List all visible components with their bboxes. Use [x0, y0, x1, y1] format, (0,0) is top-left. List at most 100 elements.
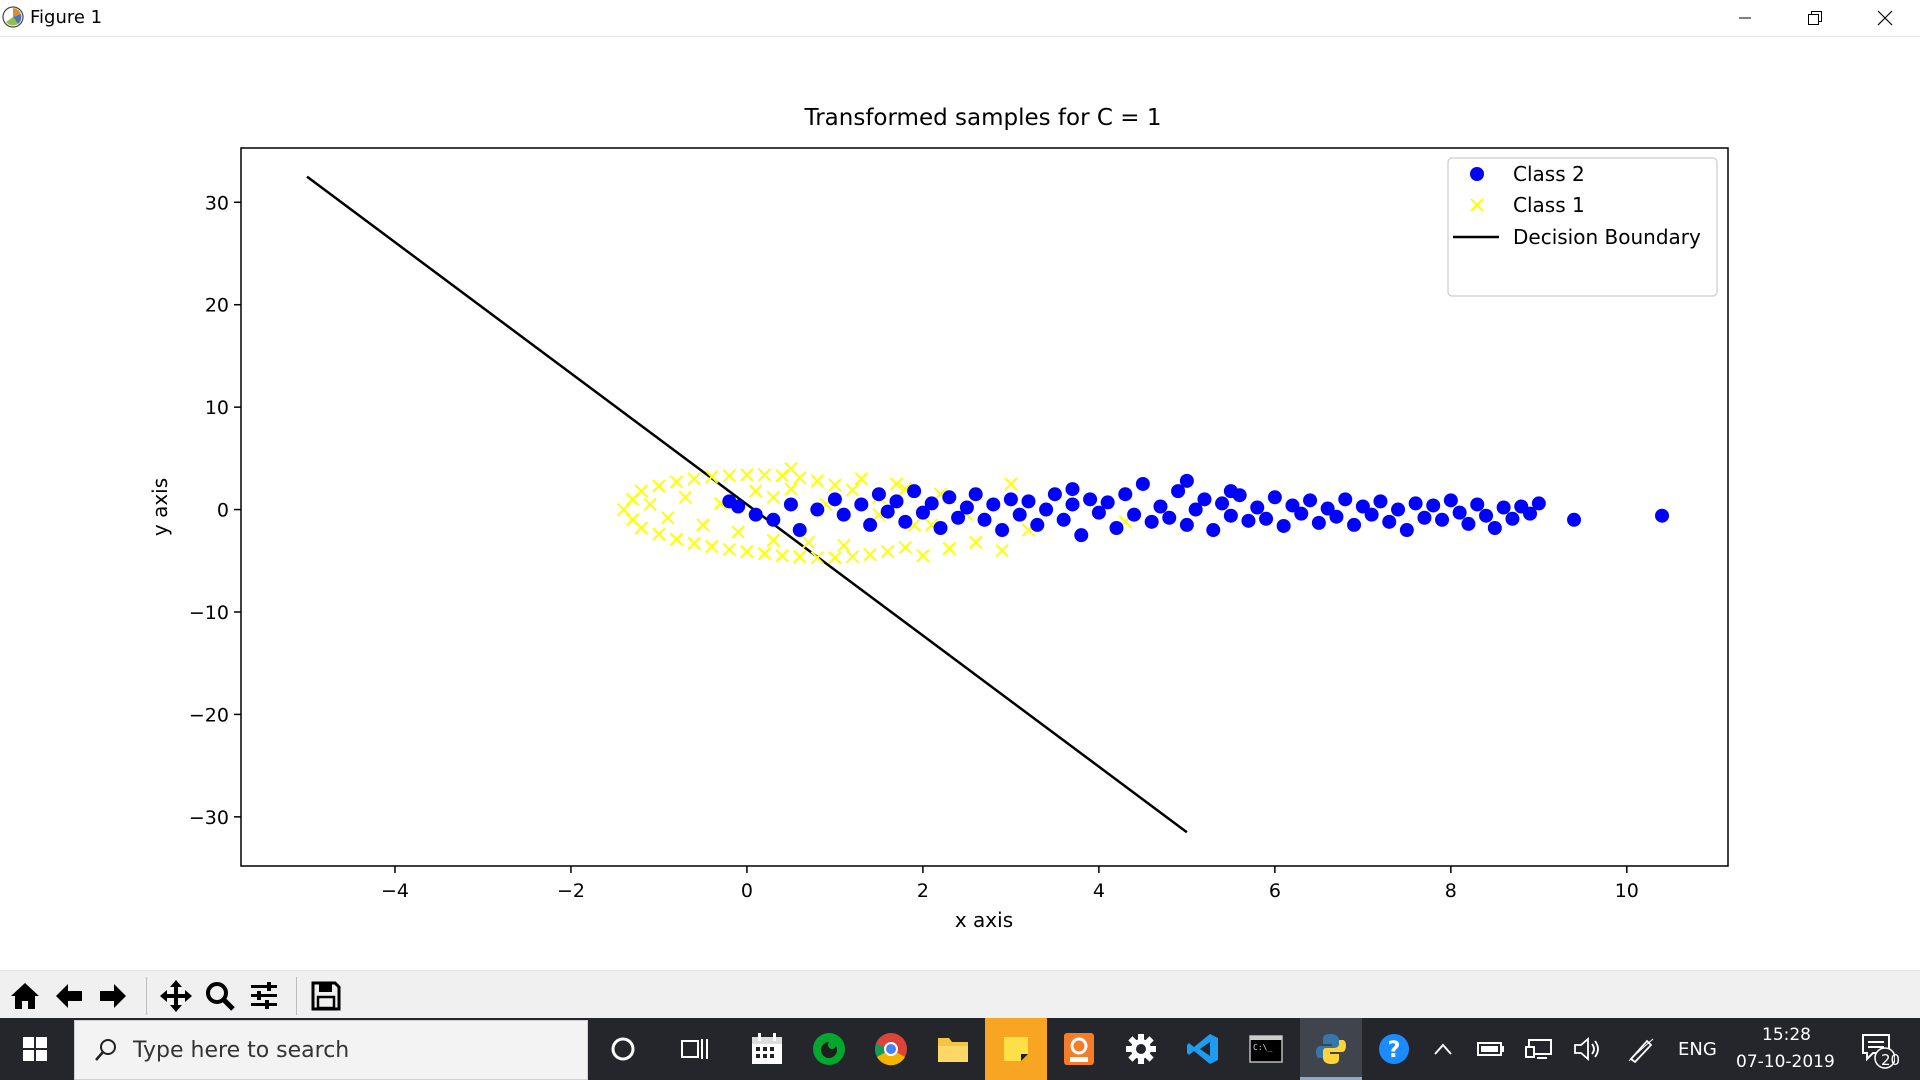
- pen-workspace-button[interactable]: [1616, 1018, 1666, 1080]
- decision-boundary-line: [306, 175, 1188, 834]
- class1-point: [898, 540, 913, 555]
- save-button[interactable]: [307, 977, 345, 1015]
- class2-point: [1311, 515, 1326, 530]
- class2-point: [1206, 523, 1221, 538]
- vscode-button[interactable]: [1173, 1018, 1233, 1080]
- class1-point: [810, 474, 825, 488]
- toolbar-separator: [296, 977, 297, 1015]
- class2-point: [986, 497, 1001, 512]
- class2-point: [1329, 509, 1344, 524]
- svg-text:?: ?: [1388, 1038, 1401, 1063]
- windows-logo-icon: [23, 1037, 47, 1061]
- python-icon: [1316, 1034, 1346, 1064]
- class2-point: [1523, 506, 1538, 521]
- pdf-app-button[interactable]: [1049, 1018, 1109, 1080]
- y-tick-label: 0: [217, 500, 229, 522]
- battery-icon: [1477, 1042, 1504, 1056]
- start-button[interactable]: [0, 1018, 70, 1080]
- class1-point: [916, 548, 930, 563]
- pdf-icon: [1064, 1033, 1094, 1065]
- chrome-button[interactable]: [861, 1018, 921, 1080]
- class2-point: [1171, 484, 1186, 499]
- class1-point: [942, 541, 957, 556]
- cortana-button[interactable]: [593, 1018, 653, 1080]
- class2-point: [1135, 476, 1150, 491]
- task-view-button[interactable]: [665, 1018, 725, 1080]
- class2-point: [1241, 513, 1256, 528]
- calendar-icon: [752, 1033, 782, 1064]
- class2-point: [1373, 494, 1388, 509]
- class2-point: [1179, 517, 1194, 532]
- class2-point: [1461, 516, 1476, 531]
- y-tick-label: 20: [205, 295, 229, 317]
- command-prompt-button[interactable]: C:\_: [1236, 1018, 1296, 1080]
- class1-point: [968, 535, 983, 550]
- class1-point: [837, 538, 851, 553]
- y-tick-label: −20: [189, 704, 229, 726]
- active-app-indicator: [1300, 1077, 1362, 1080]
- action-center-button[interactable]: 20: [1852, 1018, 1902, 1080]
- show-hidden-icons-button[interactable]: [1418, 1018, 1468, 1080]
- class2-point: [1109, 520, 1124, 535]
- toolbar-separator: [146, 977, 147, 1015]
- class1-point: [749, 484, 763, 498]
- forward-button[interactable]: [94, 977, 132, 1015]
- python-figure-button[interactable]: [1300, 1018, 1362, 1080]
- class2-point: [1215, 496, 1230, 511]
- minimize-button[interactable]: [1710, 0, 1780, 36]
- legend-marker-class1: [1470, 198, 1484, 212]
- class1-point: [810, 550, 825, 565]
- x-tick-label: −2: [557, 880, 585, 902]
- class2-point: [863, 517, 878, 532]
- class2-point: [1567, 512, 1582, 527]
- close-button[interactable]: [1850, 0, 1920, 36]
- calendar-app-button[interactable]: [737, 1018, 797, 1080]
- class2-point: [880, 504, 895, 519]
- battery-button[interactable]: [1466, 1018, 1516, 1080]
- x-tick-label: 8: [1445, 880, 1457, 902]
- help-button[interactable]: ?: [1364, 1018, 1424, 1080]
- clock[interactable]: 15:28 07-10-2019: [1736, 1018, 1842, 1080]
- class2-point: [827, 492, 842, 507]
- class1-point: [766, 533, 781, 547]
- pen-icon: [1628, 1038, 1654, 1063]
- file-explorer-button[interactable]: [923, 1018, 983, 1080]
- class2-point: [1355, 499, 1370, 514]
- cortana-icon: [611, 1037, 635, 1061]
- back-icon: [56, 984, 82, 1008]
- class1-point: [828, 478, 842, 492]
- window-title: Figure 1: [30, 7, 103, 28]
- network-icon: [1525, 1039, 1552, 1059]
- class2-point: [1039, 502, 1054, 517]
- class2-point: [1267, 490, 1282, 505]
- legend-marker-class2: [1470, 167, 1484, 181]
- taskbar-search-box[interactable]: Type here to search: [74, 1020, 588, 1080]
- zoom-button[interactable]: [201, 977, 239, 1015]
- back-button[interactable]: [50, 977, 88, 1015]
- restore-button[interactable]: [1780, 0, 1850, 36]
- configure-subplots-button[interactable]: [245, 977, 283, 1015]
- class1-point: [740, 544, 754, 559]
- volume-button[interactable]: [1562, 1018, 1612, 1080]
- class1-point: [845, 549, 860, 564]
- sticky-note-icon: [1004, 1037, 1028, 1061]
- class1-point: [643, 497, 657, 512]
- task-view-icon: [681, 1039, 708, 1059]
- chrome-icon: [875, 1033, 907, 1066]
- class2-point: [915, 505, 930, 520]
- evernote-button[interactable]: [799, 1018, 859, 1080]
- figure-canvas[interactable]: Transformed samples for C = 1 −4 −2 0 2 4 6 8 1…: [0, 37, 1920, 970]
- network-button[interactable]: [1514, 1018, 1564, 1080]
- class1-point: [696, 518, 710, 532]
- class2-point: [942, 490, 957, 505]
- pan-icon: [160, 980, 192, 1012]
- home-button[interactable]: [6, 977, 44, 1015]
- sticky-notes-button[interactable]: [985, 1018, 1047, 1080]
- input-language[interactable]: ENG: [1678, 1039, 1717, 1060]
- class2-point: [1303, 493, 1318, 508]
- class1-point: [705, 470, 719, 484]
- settings-button[interactable]: [1111, 1018, 1171, 1080]
- legend-label-boundary: Decision Boundary: [1513, 225, 1701, 249]
- class2-point: [977, 512, 992, 527]
- pan-button[interactable]: [157, 977, 195, 1015]
